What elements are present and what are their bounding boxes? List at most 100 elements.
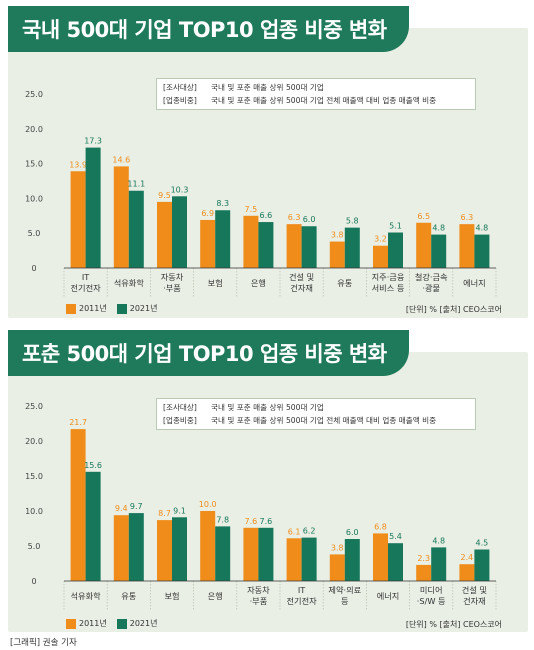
survey-info-box: [조사대상] 국내 및 포춘 매출 상위 500대 기업 [업종비중] 국내 및 포… <box>156 398 476 430</box>
x-category-label: IT <box>82 272 90 282</box>
chart-panel-fortune: 포춘 500대 기업 TOP10 업종 비중 변화 [조사대상] 국내 및 포춘 … <box>8 330 528 632</box>
unit-source-note: [단위] % [출처] CEO스코어 <box>405 305 502 314</box>
x-category-label: 등 <box>341 596 349 606</box>
x-category-label: 건설 및 <box>462 585 487 595</box>
legend: 2011년 2021년 <box>66 618 167 629</box>
data-label: 10.0 <box>199 500 217 509</box>
x-category-label: 석유화학 <box>114 278 145 288</box>
data-label: 6.9 <box>201 209 214 218</box>
data-label: 6.0 <box>303 215 316 224</box>
data-label: 6.0 <box>346 528 359 537</box>
data-label: 15.6 <box>84 461 102 470</box>
legend-swatch-2021 <box>116 618 127 629</box>
bar-2011 <box>243 527 259 581</box>
bar-2021 <box>128 513 144 581</box>
legend-label-2011: 2011년 <box>79 304 107 313</box>
bar-2021 <box>172 196 187 268</box>
data-label: 6.5 <box>417 212 430 221</box>
x-category-label: 에너지 <box>463 278 486 288</box>
bar-2011 <box>373 533 388 581</box>
x-category-label: 서비스 등 <box>372 283 405 293</box>
bar-2011 <box>459 224 475 268</box>
bar-2011 <box>113 166 129 268</box>
x-category-label: ·부품 <box>250 596 268 606</box>
legend-label-2021: 2021년 <box>129 619 158 628</box>
data-label: 17.3 <box>84 137 102 146</box>
data-label: 6.3 <box>461 213 474 222</box>
x-category-label: 석유화학 <box>71 591 102 601</box>
bar-2011 <box>286 224 302 268</box>
data-label: 6.1 <box>288 527 301 536</box>
bar-2011 <box>70 429 86 581</box>
data-label: 9.7 <box>130 502 143 511</box>
data-label: 8.3 <box>216 199 229 208</box>
unit-source-note: [단위] % [출처] CEO스코어 <box>405 620 502 629</box>
x-category-label: 유통 <box>337 278 353 288</box>
bar-2011 <box>373 245 388 268</box>
data-label: 7.6 <box>245 517 258 526</box>
bar-2021 <box>388 543 403 581</box>
data-label: 5.1 <box>389 222 402 231</box>
bar-2021 <box>85 471 101 581</box>
info-key: [업종비중] <box>163 96 197 105</box>
x-category-label: ·S/W 등 <box>417 596 446 606</box>
y-tick-label: 0 <box>31 577 36 586</box>
x-category-label: 철강·금속 <box>415 272 448 282</box>
data-label: 4.8 <box>432 536 445 545</box>
chart-title: 포춘 500대 기업 TOP10 업종 비중 변화 <box>8 330 409 376</box>
data-label: 2.3 <box>417 554 430 563</box>
bar-2021 <box>301 226 317 268</box>
data-label: 4.5 <box>476 539 489 548</box>
data-label: 10.3 <box>171 185 189 194</box>
data-label: 6.2 <box>303 527 316 536</box>
bar-2011 <box>70 171 86 268</box>
bar-2011 <box>459 564 475 581</box>
bar-2021 <box>431 234 447 268</box>
bar-2021 <box>215 526 231 581</box>
info-value: 국내 및 포춘 매출 상위 500대 기업 <box>211 403 324 412</box>
bar-2011 <box>329 241 345 268</box>
bar-chart-fortune: 0 5.0 10.0 15.0 20.0 25.0 21.7 9.4 8.7 10.0 7.6 6.1… <box>25 402 497 611</box>
x-category-label: 전기전자 <box>287 596 318 606</box>
x-category-label: 건자재 <box>290 283 313 293</box>
bar-2021 <box>474 234 490 268</box>
bar-2021 <box>128 190 144 268</box>
bar-chart-domestic: 0 5.0 10.0 15.0 20.0 25.0 13.9 14.6 9.5 6.9 7.5 6.3… <box>25 90 497 298</box>
bar-2011 <box>157 520 172 581</box>
info-key: [조사대상] <box>163 83 197 92</box>
info-key: [조사대상] <box>163 403 197 412</box>
y-tick-label: 25.0 <box>25 402 43 411</box>
bar-2021 <box>474 549 490 581</box>
info-value: 국내 및 포춘 매출 상위 500대 기업 전체 매출액 대비 업종 매출액 비… <box>211 96 437 105</box>
chart-panel-domestic: 국내 500대 기업 TOP10 업종 비중 변화 [조사대상] 국내 및 포춘 … <box>8 6 528 318</box>
x-category-label: 미디어 <box>420 585 443 595</box>
bar-2021 <box>301 537 317 581</box>
legend-swatch-2021 <box>116 303 127 314</box>
info-value: 국내 및 포춘 매출 상위 500대 기업 <box>211 83 324 92</box>
data-label: 7.5 <box>245 205 258 214</box>
bar-2021 <box>215 210 231 268</box>
x-category-label: ·광물 <box>422 283 440 293</box>
data-label: 5.8 <box>346 217 359 226</box>
data-label: 4.8 <box>432 224 445 233</box>
x-category-label: 유통 <box>121 591 137 601</box>
y-tick-label: 20.0 <box>25 437 43 446</box>
x-category-label: 건자재 <box>463 596 486 606</box>
x-category-label: 보험 <box>164 591 179 601</box>
bar-2011 <box>243 215 259 268</box>
y-tick-label: 10.0 <box>25 507 43 516</box>
bar-2011 <box>200 511 216 581</box>
data-label: 3.8 <box>331 231 344 240</box>
bar-2011 <box>416 564 432 581</box>
data-label: 11.1 <box>127 180 145 189</box>
bar-2011 <box>416 222 432 268</box>
x-category-label: 전기전자 <box>71 283 102 293</box>
bar-2021 <box>172 517 187 581</box>
chart-title: 국내 500대 기업 TOP10 업종 비중 변화 <box>8 6 409 52</box>
bar-2021 <box>431 547 447 581</box>
y-tick-label: 20.0 <box>25 125 43 134</box>
bar-2021 <box>258 527 274 581</box>
bar-2021 <box>344 539 360 581</box>
data-label: 14.6 <box>112 155 130 164</box>
y-tick-label: 10.0 <box>25 194 43 203</box>
